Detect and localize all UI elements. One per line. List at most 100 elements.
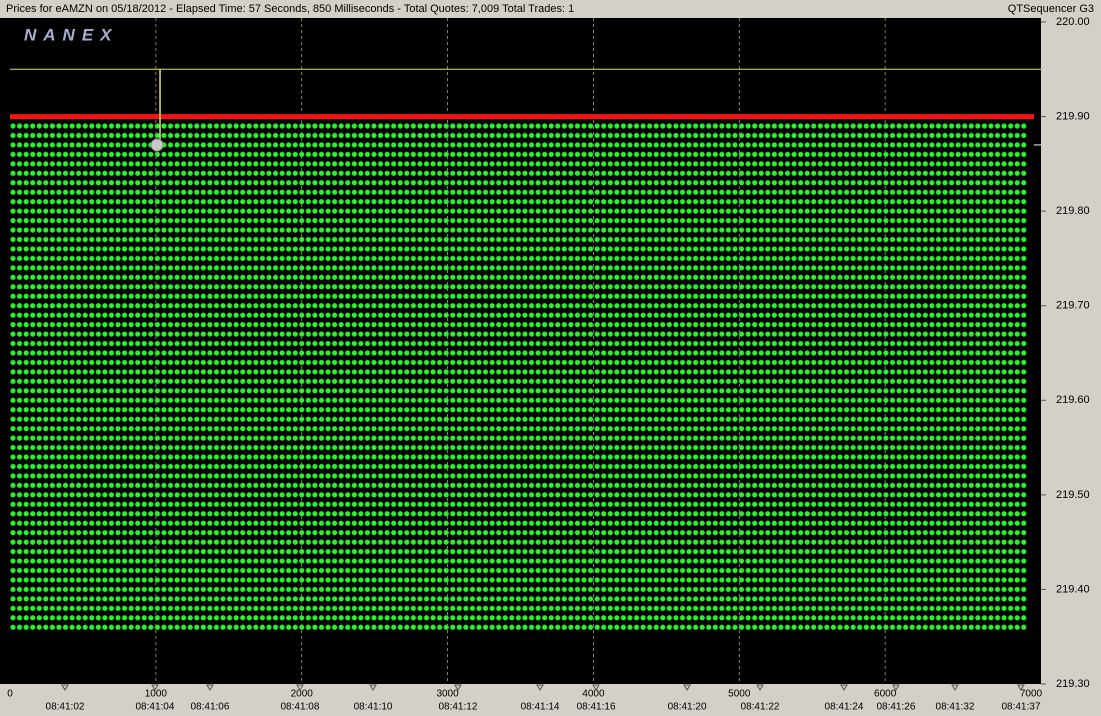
quote-dot	[443, 283, 450, 290]
quote-dot	[266, 293, 272, 300]
quote-dot	[469, 567, 476, 574]
quote-dot	[298, 454, 305, 460]
time-tick-label: 08:41:02	[46, 702, 85, 713]
quote-dot	[489, 255, 495, 262]
quote-dot	[69, 179, 75, 186]
quote-dot	[115, 567, 121, 574]
quote-dot	[200, 283, 207, 290]
quote-dot	[75, 577, 82, 583]
quote-dot	[10, 558, 16, 564]
quote-dot	[285, 283, 292, 290]
quote-dot	[508, 614, 515, 621]
quote-dot	[167, 586, 174, 593]
quote-dot	[364, 558, 371, 564]
quote-dot	[246, 123, 253, 129]
quote-dot	[390, 473, 397, 479]
quote-dot	[489, 539, 495, 545]
quote-dot	[535, 265, 541, 271]
quote-dot	[69, 510, 75, 517]
quote-dot	[128, 265, 134, 271]
quote-dot	[456, 142, 463, 148]
quote-dot	[115, 198, 121, 205]
quote-dot	[167, 151, 174, 158]
quote-dot	[239, 274, 246, 281]
quote-dot	[515, 501, 522, 508]
quote-dot	[154, 596, 161, 602]
quote-dot	[36, 142, 43, 148]
quote-dot	[476, 161, 482, 167]
quote-dot	[200, 548, 207, 555]
quote-dot	[174, 435, 180, 441]
quote-dot	[180, 302, 187, 309]
quote-dot	[213, 529, 220, 536]
quote-dot	[515, 142, 522, 148]
quote-dot	[495, 236, 502, 243]
quote-dot	[95, 189, 102, 196]
quote-dot	[23, 406, 29, 413]
quote-dot	[147, 624, 154, 631]
quote-dot	[167, 217, 174, 224]
quote-dot	[371, 189, 377, 196]
quote-dot	[305, 217, 312, 224]
quote-dot	[10, 510, 16, 517]
quote-dot	[436, 227, 443, 233]
quote-dot	[358, 142, 364, 148]
quote-dot	[88, 425, 95, 432]
quote-dot	[207, 614, 213, 621]
quote-dot	[95, 501, 102, 508]
quote-dot	[600, 425, 607, 432]
quote-dot	[239, 444, 246, 451]
quote-dot	[305, 435, 312, 441]
quote-dot	[134, 227, 141, 233]
quote-dot	[476, 605, 482, 612]
quote-dot	[410, 548, 417, 555]
quote-dot	[371, 529, 377, 536]
quote-dot	[42, 492, 49, 498]
quote-dot	[246, 605, 253, 612]
quote-dot	[377, 274, 384, 281]
quote-dot	[180, 577, 187, 583]
quote-dot	[23, 350, 29, 356]
quote-dot	[253, 473, 259, 479]
quote-dot	[62, 350, 69, 356]
quote-dot	[430, 406, 436, 413]
quote-dot	[587, 605, 594, 612]
quote-dot	[364, 331, 371, 337]
quote-dot	[193, 416, 200, 423]
quote-dot	[535, 425, 541, 432]
quote-dot	[325, 331, 331, 337]
quote-dot	[69, 246, 75, 252]
quote-dot	[338, 492, 345, 498]
quote-dot	[384, 425, 390, 432]
quote-dot	[463, 142, 469, 148]
quote-dot	[49, 170, 56, 177]
quote-dot	[489, 123, 495, 129]
quote-dot	[154, 265, 161, 271]
quote-dot	[285, 463, 292, 470]
quote-dot	[554, 406, 561, 413]
quote-dot	[410, 473, 417, 479]
quote-dot	[95, 236, 102, 243]
quote-dot	[75, 283, 82, 290]
quote-dot	[193, 473, 200, 479]
quote-dot	[233, 614, 240, 621]
quote-dot	[331, 605, 338, 612]
quote-dot	[128, 189, 134, 196]
quote-dot	[187, 321, 194, 328]
quote-dot	[213, 189, 220, 196]
quote-dot	[134, 255, 141, 262]
quote-dot	[75, 463, 82, 470]
quote-dot	[161, 605, 167, 612]
quote-dot	[325, 321, 331, 328]
quote-dot	[371, 454, 377, 460]
quote-dot	[134, 359, 141, 366]
quote-dot	[259, 397, 266, 404]
quote-dot	[430, 142, 436, 148]
quote-dot	[298, 577, 305, 583]
quote-dot	[390, 312, 397, 319]
quote-dot	[377, 293, 384, 300]
quote-dot	[384, 482, 390, 489]
quote-dot	[351, 435, 358, 441]
quote-dot	[239, 416, 246, 423]
quote-dot	[36, 614, 43, 621]
